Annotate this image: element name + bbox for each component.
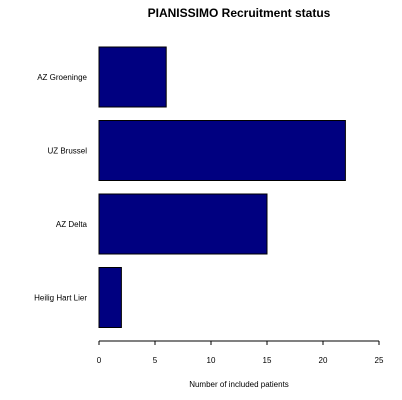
category-label: AZ Groeninge <box>37 73 87 82</box>
x-axis-label: Number of included patients <box>189 380 289 389</box>
x-tick-label: 0 <box>97 356 102 365</box>
x-tick-label: 15 <box>263 356 272 365</box>
x-tick-label: 5 <box>153 356 158 365</box>
bars-group <box>98 46 346 328</box>
category-label: UZ Brussel <box>47 147 87 156</box>
category-labels: AZ Groeninge UZ Brussel AZ Delta Heilig Har… <box>34 73 87 303</box>
bar-az-delta <box>98 193 268 255</box>
x-tick-label: 25 <box>375 356 384 365</box>
chart-title: PIANISSIMO Recruitment status <box>148 6 331 20</box>
x-tick-label: 20 <box>319 356 328 365</box>
bar-uz-brussel <box>98 120 346 181</box>
category-label: AZ Delta <box>56 220 88 229</box>
category-label: Heilig Hart Lier <box>34 294 87 303</box>
x-tick-label: 10 <box>207 356 216 365</box>
bar-heilig-hart-lier <box>98 267 122 328</box>
bar-az-groeninge <box>98 46 167 108</box>
x-axis-ticks: 0 5 10 15 20 25 <box>97 341 384 365</box>
